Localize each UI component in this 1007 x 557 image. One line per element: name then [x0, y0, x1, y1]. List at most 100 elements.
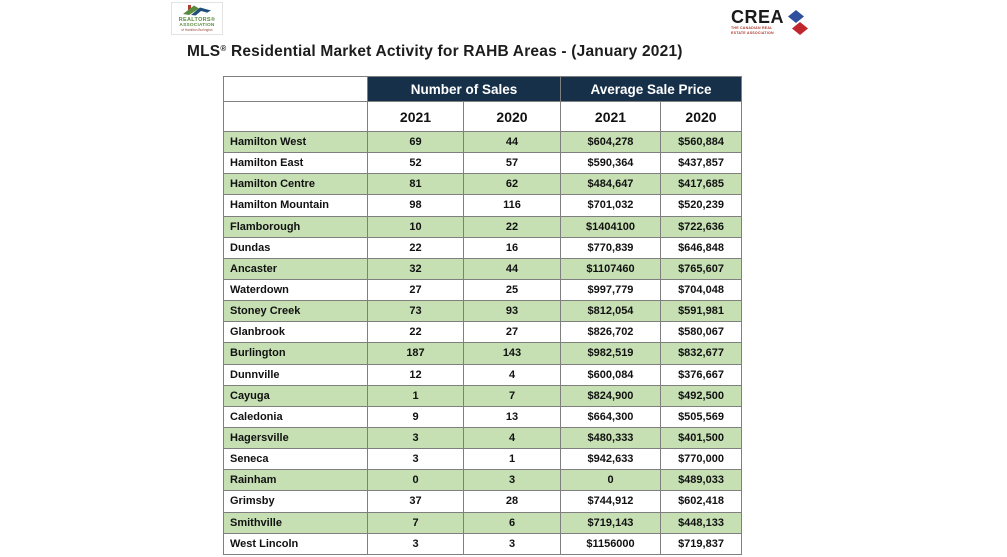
area-cell: Dundas [223, 236, 368, 259]
table-row: Grimsby 37 28 $744,912 $602,418 [223, 490, 743, 513]
corner-blank-cell [223, 101, 368, 132]
value-cell: 27 [367, 278, 464, 302]
value-cell: $1156000 [560, 532, 661, 555]
area-cell: Rainham [223, 469, 368, 492]
value-cell: 73 [367, 300, 464, 323]
value-cell: $770,000 [659, 448, 743, 471]
value-cell: 28 [463, 490, 561, 513]
table-row: Hamilton Centre 81 62 $484,647 $417,685 [223, 173, 743, 196]
page-title-rest: Residential Market Activity for RAHB Are… [226, 43, 683, 60]
value-cell: $942,633 [560, 448, 661, 471]
value-cell: 62 [463, 173, 561, 196]
table-row: Ancaster 32 44 $1107460 $765,607 [223, 257, 743, 280]
table-row: Stoney Creek 73 93 $812,054 $591,981 [223, 300, 743, 323]
value-cell: $448,133 [659, 511, 743, 534]
column-group-header-row: Number of Sales Average Sale Price [223, 76, 743, 102]
rahb-house-icon [182, 4, 212, 17]
table-row: Hamilton East 52 57 $590,364 $437,857 [223, 152, 743, 175]
value-cell: 3 [367, 448, 464, 471]
area-cell: Hagersville [223, 426, 368, 450]
crea-logo-subtitle2: ESTATE ASSOCIATION [731, 30, 774, 35]
sales-year-2021-header: 2021 [367, 101, 464, 132]
table-row: Flamborough 10 22 $1404100 $722,636 [223, 215, 743, 238]
value-cell: $1404100 [560, 215, 661, 238]
value-cell: $591,981 [659, 300, 743, 323]
value-cell: 7 [367, 511, 464, 534]
value-cell: $489,033 [659, 469, 743, 492]
area-cell: Seneca [223, 448, 368, 471]
table-row: Seneca 3 1 $942,633 $770,000 [223, 448, 743, 471]
area-cell: Caledonia [223, 405, 368, 428]
market-activity-table: Number of Sales Average Sale Price 2021 … [223, 76, 743, 555]
value-cell: 22 [367, 321, 464, 344]
table-row: Dunnville 12 4 $600,084 $376,667 [223, 363, 743, 386]
value-cell: $997,779 [560, 278, 661, 302]
rahb-logo-line3: of Hamilton-Burlington [181, 27, 213, 32]
rahb-logo: REALTORS® ASSOCIATION of Hamilton-Burlin… [171, 2, 223, 35]
area-cell: Grimsby [223, 490, 368, 513]
value-cell: 22 [463, 215, 561, 238]
value-cell: 98 [367, 194, 464, 217]
page-title-prefix: MLS [187, 43, 221, 60]
table-row: Hamilton West 69 44 $604,278 $560,884 [223, 130, 743, 154]
value-cell: $719,837 [659, 532, 743, 555]
value-cell: $770,839 [560, 236, 661, 259]
value-cell: $520,239 [659, 194, 743, 217]
value-cell: $765,607 [659, 257, 743, 280]
price-year-2021-header: 2021 [560, 101, 661, 132]
value-cell: $602,418 [659, 490, 743, 513]
value-cell: $982,519 [560, 342, 661, 365]
value-cell: $824,900 [560, 384, 661, 407]
value-cell: $417,685 [659, 173, 743, 196]
table-row: Caledonia 9 13 $664,300 $505,569 [223, 405, 743, 428]
value-cell: 3 [463, 532, 561, 555]
market-table-body: Hamilton West 69 44 $604,278 $560,884 Hamilto… [223, 130, 743, 555]
table-row: Glanbrook 22 27 $826,702 $580,067 [223, 321, 743, 344]
value-cell: 44 [463, 130, 561, 154]
value-cell: 12 [367, 363, 464, 386]
value-cell: 143 [463, 342, 561, 365]
value-cell: $492,500 [659, 384, 743, 407]
value-cell: 22 [367, 236, 464, 259]
crea-logo: CREA THE CANADIAN REAL ESTATE ASSOCIATIO… [731, 8, 809, 43]
value-cell: 4 [463, 426, 561, 450]
rahb-logo-line1: REALTORS® [178, 17, 216, 24]
table-row: Cayuga 1 7 $824,900 $492,500 [223, 384, 743, 407]
number-of-sales-header: Number of Sales [367, 76, 561, 102]
area-cell: Cayuga [223, 384, 368, 407]
value-cell: 57 [463, 152, 561, 175]
area-cell: Dunnville [223, 363, 368, 386]
value-cell: 27 [463, 321, 561, 344]
value-cell: $701,032 [560, 194, 661, 217]
table-row: Waterdown 27 25 $997,779 $704,048 [223, 278, 743, 302]
area-cell: Waterdown [223, 278, 368, 302]
value-cell: $505,569 [659, 405, 743, 428]
table-row: Hamilton Mountain 98 116 $701,032 $520,239 [223, 194, 743, 217]
average-sale-price-header: Average Sale Price [559, 76, 743, 102]
value-cell: 116 [463, 194, 561, 217]
sales-year-2020-header: 2020 [463, 101, 561, 132]
value-cell: 93 [463, 300, 561, 323]
value-cell: $600,084 [560, 363, 661, 386]
value-cell: $744,912 [560, 490, 661, 513]
value-cell: $832,677 [659, 342, 743, 365]
value-cell: 187 [367, 342, 464, 365]
value-cell: $437,857 [659, 152, 743, 175]
value-cell: 3 [367, 426, 464, 450]
table-row: Dundas 22 16 $770,839 $646,848 [223, 236, 743, 259]
value-cell: 1 [367, 384, 464, 407]
corner-blank-cell [223, 76, 368, 102]
area-cell: Ancaster [223, 257, 368, 280]
area-cell: Hamilton East [223, 152, 368, 175]
value-cell: 69 [367, 130, 464, 154]
table-row: Burlington 187 143 $982,519 $832,677 [223, 342, 743, 365]
value-cell: $401,500 [659, 426, 743, 450]
value-cell: 52 [367, 152, 464, 175]
value-cell: $560,884 [659, 130, 743, 154]
registered-mark: ® [220, 44, 227, 53]
value-cell: 0 [367, 469, 464, 492]
value-cell: $590,364 [560, 152, 661, 175]
value-cell: $826,702 [560, 321, 661, 344]
value-cell: $480,333 [560, 426, 661, 450]
